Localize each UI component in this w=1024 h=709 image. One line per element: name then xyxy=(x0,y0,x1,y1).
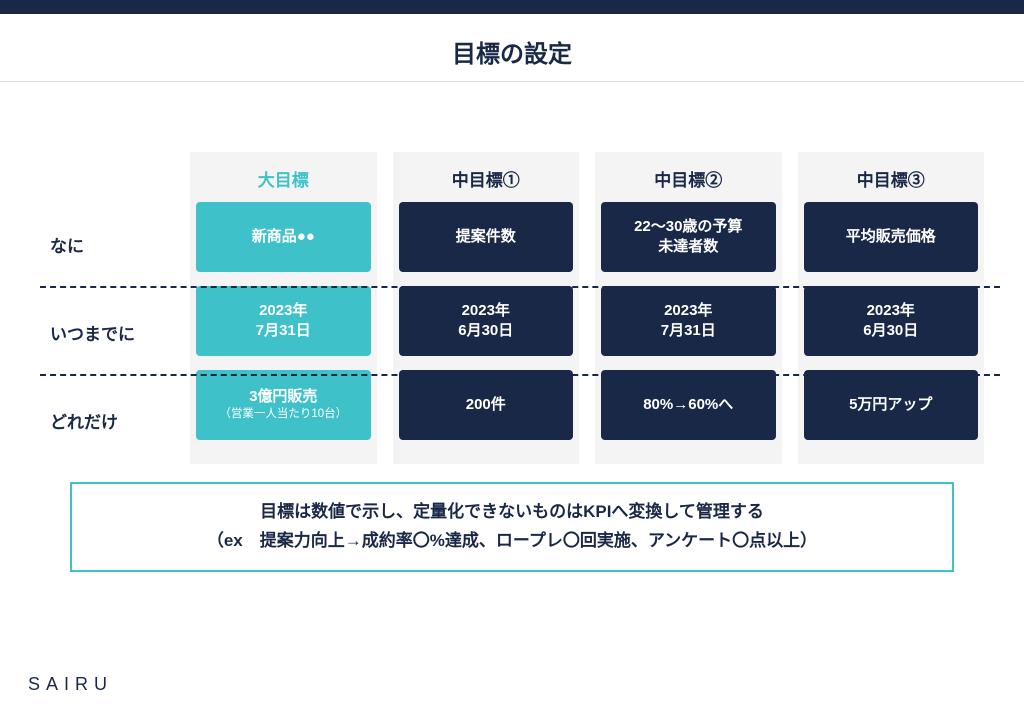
cell-main-when: 2023年 7月31日 xyxy=(196,286,371,356)
cell-mid1-what: 提案件数 xyxy=(399,202,574,272)
cells-mid2: 22〜30歳の予算 未達者数 2023年 7月31日 80%→60%へ xyxy=(601,198,776,454)
cell-mid3-what: 平均販売価格 xyxy=(804,202,979,272)
cell-text: 新商品●● xyxy=(252,227,315,247)
col-main-goal: 大目標 新商品●● 2023年 7月31日 3億円販売 （営業一人当たり10台） xyxy=(190,152,377,464)
col-header-mid2: 中目標② xyxy=(601,158,776,198)
columns: 大目標 新商品●● 2023年 7月31日 3億円販売 （営業一人当たり10台） xyxy=(190,152,984,464)
cell-mid2-howmuch: 80%→60%へ xyxy=(601,370,776,440)
col-mid-goal-2: 中目標② 22〜30歳の予算 未達者数 2023年 7月31日 80%→60%へ xyxy=(595,152,782,464)
cell-main-what: 新商品●● xyxy=(196,202,371,272)
cell-text: 2023年 7月31日 xyxy=(661,301,716,342)
col-header-mid1: 中目標① xyxy=(399,158,574,198)
cell-text: 200件 xyxy=(466,395,506,415)
row-label-howmuch: どれだけ xyxy=(50,376,190,464)
cells-main: 新商品●● 2023年 7月31日 3億円販売 （営業一人当たり10台） xyxy=(196,198,371,454)
cell-mid1-when: 2023年 6月30日 xyxy=(399,286,574,356)
cell-main-howmuch: 3億円販売 （営業一人当たり10台） xyxy=(196,370,371,440)
cells-mid1: 提案件数 2023年 6月30日 200件 xyxy=(399,198,574,454)
cell-text: 22〜30歳の予算 未達者数 xyxy=(634,217,742,258)
cells-mid3: 平均販売価格 2023年 6月30日 5万円アップ xyxy=(804,198,979,454)
page-title: 目標の設定 xyxy=(0,34,1024,69)
row-label-when: いつまでに xyxy=(50,288,190,376)
cell-text: 2023年 6月30日 xyxy=(863,301,918,342)
col-mid-goal-1: 中目標① 提案件数 2023年 6月30日 200件 xyxy=(393,152,580,464)
cell-mid3-when: 2023年 6月30日 xyxy=(804,286,979,356)
footer-line-1: 目標は数値で示し、定量化できないものはKPIへ変換して管理する xyxy=(92,498,932,527)
col-header-main: 大目標 xyxy=(196,158,371,198)
cell-mid2-when: 2023年 7月31日 xyxy=(601,286,776,356)
content-area: なに いつまでに どれだけ 大目標 新商品●● 2023年 7月31日 3億円 xyxy=(0,82,1024,572)
top-bar xyxy=(0,0,1024,14)
footer-note-box: 目標は数値で示し、定量化できないものはKPIへ変換して管理する （ex 提案力向… xyxy=(70,482,954,572)
cell-subtext: （営業一人当たり10台） xyxy=(219,407,347,423)
cell-mid1-howmuch: 200件 xyxy=(399,370,574,440)
col-mid-goal-3: 中目標③ 平均販売価格 2023年 6月30日 5万円アップ xyxy=(798,152,985,464)
cell-text: 平均販売価格 xyxy=(846,227,936,247)
cell-mid2-what: 22〜30歳の予算 未達者数 xyxy=(601,202,776,272)
cell-mid3-howmuch: 5万円アップ xyxy=(804,370,979,440)
footer-line-2: （ex 提案力向上→成約率〇%達成、ロープレ〇回実施、アンケート〇点以上） xyxy=(92,527,932,556)
row-label-spacer xyxy=(50,152,190,200)
cell-text: 5万円アップ xyxy=(849,395,932,415)
goal-table: なに いつまでに どれだけ 大目標 新商品●● 2023年 7月31日 3億円 xyxy=(50,152,984,464)
title-section: 目標の設定 xyxy=(0,14,1024,82)
row-label-what: なに xyxy=(50,200,190,288)
cell-text: 2023年 7月31日 xyxy=(256,301,311,342)
logo: SAIRU xyxy=(28,674,113,695)
cell-text: 3億円販売 xyxy=(249,387,317,407)
cell-text: 提案件数 xyxy=(456,227,516,247)
col-header-mid3: 中目標③ xyxy=(804,158,979,198)
divider-1 xyxy=(40,286,1000,288)
cell-text: 2023年 6月30日 xyxy=(458,301,513,342)
cell-text: 80%→60%へ xyxy=(643,395,733,415)
row-labels: なに いつまでに どれだけ xyxy=(50,152,190,464)
divider-2 xyxy=(40,374,1000,376)
